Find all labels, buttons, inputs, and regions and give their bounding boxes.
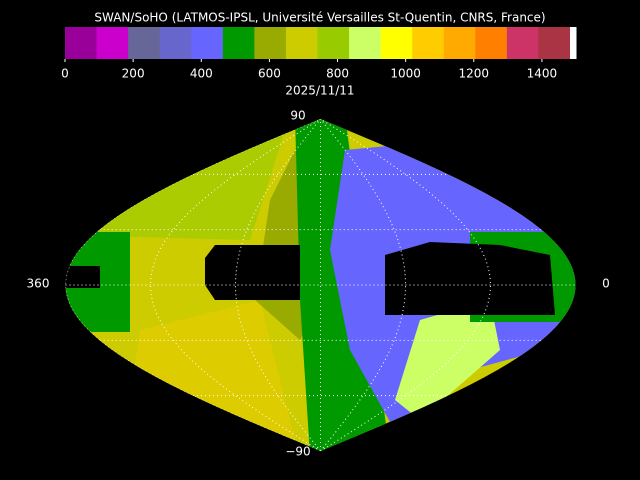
colorbar-segment	[317, 27, 350, 59]
data-gap	[65, 266, 100, 288]
data-gap	[385, 242, 555, 315]
colorbar-segment	[96, 27, 129, 59]
colorbar-segment	[254, 27, 287, 59]
colorbar-segment	[443, 27, 476, 59]
colorbar-segment	[159, 27, 192, 59]
colorbar-tick-label: 0	[61, 67, 69, 81]
colorbar-tick-label: 400	[190, 67, 213, 81]
colorbar-segment	[128, 27, 161, 59]
right-label: 0	[602, 277, 610, 291]
region	[395, 300, 500, 420]
bottom-label: −90	[285, 445, 310, 459]
colorbar-tick-label: 1000	[390, 67, 421, 81]
data-gap	[205, 245, 300, 300]
colorbar-segment	[506, 27, 539, 59]
colorbar-tick-label: 200	[122, 67, 145, 81]
colorbar-segment	[65, 27, 98, 59]
top-label: 90	[290, 109, 305, 123]
colorbar-segment	[191, 27, 224, 59]
colorbar-segment	[412, 27, 445, 59]
left-label: 360	[27, 277, 50, 291]
colorbar-segment	[285, 27, 318, 59]
colorbar-tick-label: 600	[258, 67, 281, 81]
colorbar-tick-label: 1400	[527, 67, 558, 81]
colorbar-segment	[538, 27, 571, 59]
colorbar-tick-label: 800	[326, 67, 349, 81]
colorbar-segment	[380, 27, 413, 59]
title: SWAN/SoHO (LATMOS-IPSL, Université Versa…	[94, 11, 545, 25]
date: 2025/11/11	[285, 84, 354, 98]
grid	[65, 119, 576, 451]
colorbar-tick-label: 1200	[459, 67, 490, 81]
colorbar-segment	[570, 27, 577, 59]
colorbar-segment	[349, 27, 382, 59]
colorbar-segment	[475, 27, 508, 59]
colorbar-segment	[222, 27, 255, 59]
